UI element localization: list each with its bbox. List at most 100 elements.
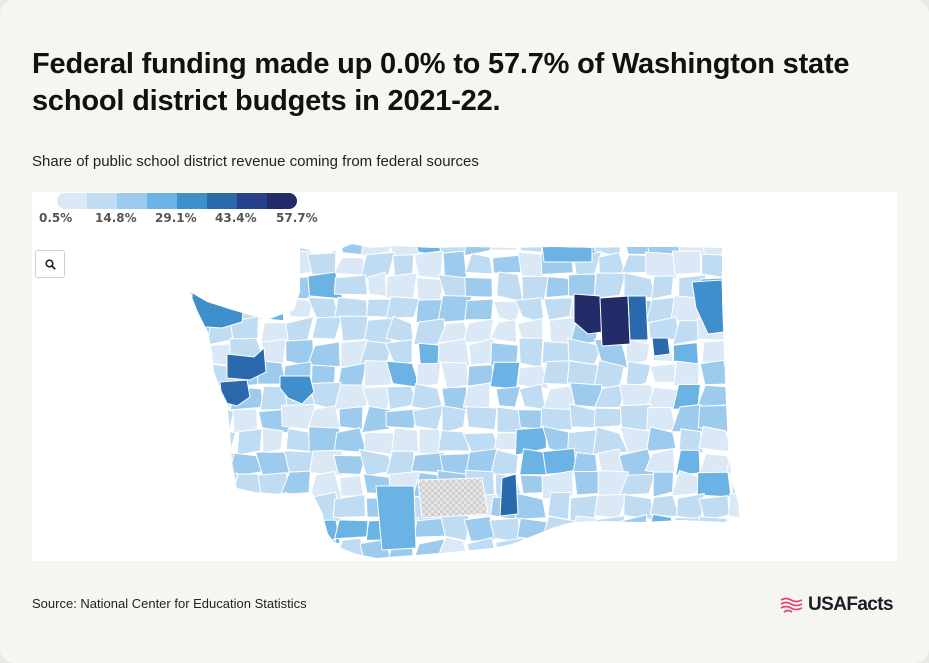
district-shape[interactable]	[495, 537, 524, 561]
district-shape[interactable]	[335, 560, 367, 561]
district-shape[interactable]	[597, 557, 628, 561]
district-shape[interactable]	[333, 274, 368, 296]
district-shape[interactable]	[701, 339, 731, 363]
district-shape[interactable]	[645, 251, 677, 281]
district-shape[interactable]	[229, 228, 266, 259]
district-shape[interactable]	[514, 297, 545, 325]
district-shape[interactable]	[724, 316, 758, 343]
district-shape[interactable]	[208, 491, 238, 521]
district-shape[interactable]	[229, 515, 265, 539]
district-shape[interactable]	[696, 384, 732, 408]
district-shape[interactable]	[518, 337, 544, 369]
district-shape[interactable]	[593, 536, 622, 561]
district-shape[interactable]	[515, 492, 547, 521]
district-shape[interactable]	[178, 450, 208, 478]
district-shape[interactable]	[731, 559, 755, 561]
district-shape[interactable]	[465, 406, 498, 431]
district-shape[interactable]	[540, 407, 576, 431]
district-shape[interactable]	[178, 230, 208, 258]
district-shape[interactable]	[722, 359, 757, 391]
district-shape-highlight[interactable]	[226, 346, 267, 381]
district-shape[interactable]	[177, 516, 211, 543]
district-shape[interactable]	[281, 250, 312, 279]
district-shape-highlight[interactable]	[541, 245, 593, 263]
district-shape[interactable]	[256, 252, 287, 277]
district-shape[interactable]	[307, 381, 342, 412]
district-shape[interactable]	[437, 430, 471, 452]
district-shape[interactable]	[618, 473, 656, 497]
district-shape[interactable]	[413, 517, 447, 538]
district-shape[interactable]	[517, 542, 550, 561]
district-shape[interactable]	[464, 298, 494, 321]
district-shape[interactable]	[489, 235, 518, 251]
district-shape[interactable]	[724, 536, 756, 561]
district-shape[interactable]	[182, 539, 211, 560]
district-shape[interactable]	[339, 475, 364, 497]
district-shape[interactable]	[230, 493, 265, 520]
district-shape[interactable]	[496, 271, 524, 303]
district-shape[interactable]	[261, 427, 284, 453]
district-shape[interactable]	[441, 405, 467, 435]
district-shape[interactable]	[676, 492, 705, 521]
district-no-data[interactable]	[417, 477, 489, 519]
district-shape[interactable]	[183, 343, 214, 363]
district-shape[interactable]	[593, 407, 630, 428]
district-shape[interactable]	[206, 250, 237, 278]
district-shape[interactable]	[439, 560, 470, 561]
district-shape[interactable]	[384, 339, 413, 366]
district-shape[interactable]	[178, 365, 208, 387]
district-shape[interactable]	[361, 559, 395, 561]
district-shape[interactable]	[338, 406, 364, 431]
district-shape[interactable]	[179, 474, 209, 498]
district-shape[interactable]	[332, 493, 366, 519]
district-shape[interactable]	[731, 273, 752, 300]
district-shape[interactable]	[177, 381, 214, 410]
district-shape[interactable]	[259, 537, 286, 558]
district-shape[interactable]	[670, 535, 707, 561]
district-shape[interactable]	[177, 425, 213, 454]
district-shape[interactable]	[521, 275, 550, 302]
district-shape[interactable]	[625, 360, 652, 390]
district-shape[interactable]	[464, 276, 493, 298]
district-shape[interactable]	[237, 559, 264, 561]
district-shape[interactable]	[729, 339, 754, 368]
district-shape[interactable]	[700, 229, 734, 257]
district-shape[interactable]	[412, 559, 445, 561]
district-shape[interactable]	[517, 365, 550, 390]
district-shape[interactable]	[178, 492, 210, 517]
district-shape[interactable]	[385, 408, 421, 430]
district-shape[interactable]	[541, 385, 575, 413]
district-shape[interactable]	[518, 383, 547, 411]
zoom-button[interactable]	[35, 250, 65, 278]
map-panel[interactable]: 0.5% 14.8% 29.1% 43.4% 57.7%	[32, 192, 897, 561]
district-shape[interactable]	[728, 406, 750, 430]
district-shape[interactable]	[698, 515, 728, 540]
district-shape-highlight[interactable]	[599, 295, 631, 347]
district-shape[interactable]	[282, 514, 317, 544]
district-shape[interactable]	[547, 491, 571, 521]
district-shape[interactable]	[728, 492, 758, 520]
district-shape[interactable]	[621, 228, 652, 255]
district-shape[interactable]	[495, 385, 522, 408]
district-shape[interactable]	[519, 232, 543, 253]
district-shape[interactable]	[645, 426, 677, 453]
district-shape[interactable]	[412, 538, 446, 561]
district-shape[interactable]	[281, 539, 311, 561]
district-shape[interactable]	[333, 519, 369, 540]
district-shape[interactable]	[361, 405, 391, 434]
district-shape[interactable]	[647, 560, 676, 561]
district-shape[interactable]	[567, 273, 597, 297]
district-shape[interactable]	[418, 428, 442, 457]
district-shape[interactable]	[726, 382, 759, 407]
district-shape[interactable]	[254, 294, 285, 322]
district-shape[interactable]	[306, 341, 341, 367]
district-shape[interactable]	[625, 337, 651, 366]
district-shape[interactable]	[489, 319, 518, 344]
district-shape[interactable]	[207, 517, 237, 541]
district-shape[interactable]	[468, 557, 497, 561]
usafacts-logo[interactable]: USAFacts	[780, 593, 894, 617]
district-shape-highlight[interactable]	[375, 485, 417, 551]
district-shape[interactable]	[463, 229, 498, 257]
district-shape[interactable]	[598, 251, 626, 276]
district-shape[interactable]	[228, 277, 264, 301]
